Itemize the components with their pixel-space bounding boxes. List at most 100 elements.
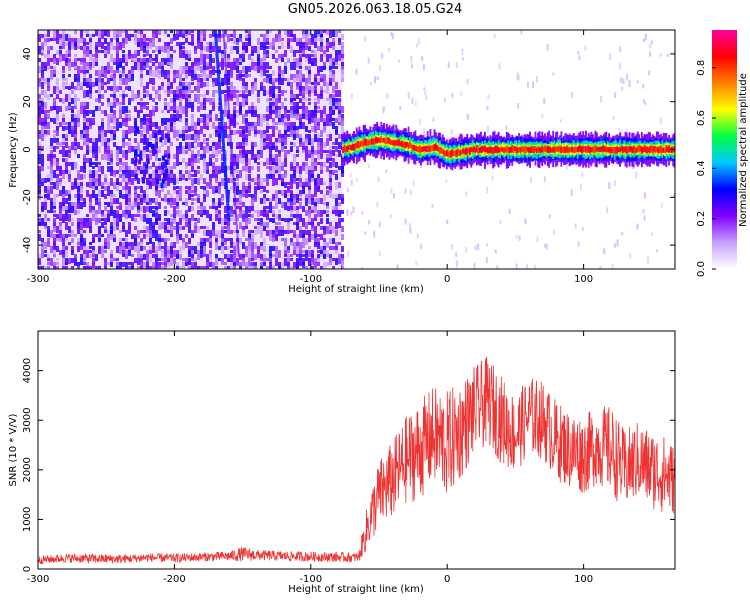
noise-cell — [206, 186, 209, 189]
noise-cell — [290, 230, 293, 233]
noise-cell — [176, 138, 179, 141]
noise-cell — [95, 70, 98, 76]
tone-cell — [475, 144, 478, 153]
noise-cell — [74, 202, 77, 210]
noise-cell — [215, 114, 218, 121]
noise-cell — [227, 62, 230, 68]
noise-cell — [236, 90, 239, 93]
noise-cell — [305, 194, 308, 200]
tone-cell — [659, 145, 662, 154]
colorbar-scale — [712, 30, 737, 269]
noise-cell — [188, 250, 191, 257]
noise-cell — [122, 42, 125, 48]
noise-cell — [287, 122, 290, 126]
noise-cell — [311, 218, 314, 223]
noise-cell — [53, 246, 56, 249]
speckle — [621, 231, 624, 236]
noise-cell — [146, 58, 149, 63]
noise-cell — [212, 146, 215, 154]
noise-cell — [110, 234, 113, 240]
noise-cell — [260, 114, 263, 119]
noise-cell — [272, 82, 275, 86]
noise-cell — [68, 174, 71, 179]
noise-cell — [308, 114, 311, 121]
noise-cell — [290, 194, 293, 201]
noise-cell — [326, 98, 329, 101]
noise-cell — [167, 118, 170, 122]
noise-cell — [215, 210, 218, 217]
noise-cell — [47, 190, 50, 197]
noise-cell — [95, 170, 98, 177]
noise-cell — [305, 230, 308, 235]
noise-cell — [173, 214, 176, 220]
noise-cell — [299, 62, 302, 68]
noise-cell — [119, 242, 122, 247]
speckle — [417, 38, 420, 45]
tone-cell — [518, 147, 521, 153]
noise-cell — [308, 222, 311, 225]
tone-cell — [599, 146, 602, 153]
noise-cell — [188, 90, 191, 93]
noise-cell — [335, 30, 338, 37]
noise-cell — [95, 154, 98, 161]
noise-cell — [122, 262, 125, 267]
noise-cell — [209, 218, 212, 221]
noise-cell — [266, 42, 269, 45]
noise-cell — [161, 186, 164, 192]
tone-cell — [614, 146, 617, 154]
noise-cell — [323, 150, 326, 153]
noise-cell — [62, 74, 65, 80]
noise-cell — [233, 246, 236, 251]
tone-cell — [578, 145, 581, 152]
noise-cell — [320, 234, 323, 240]
noise-cell — [59, 202, 62, 208]
noise-cell — [251, 150, 254, 155]
noise-cell — [239, 146, 242, 149]
noise-cell — [281, 74, 284, 80]
speckle — [373, 231, 376, 238]
noise-cell — [155, 30, 158, 38]
noise-cell — [272, 218, 275, 223]
noise-cell — [56, 130, 59, 136]
noise-cell — [167, 202, 170, 205]
noise-cell — [236, 146, 239, 149]
noise-cell — [323, 238, 326, 242]
noise-cell — [125, 230, 128, 237]
noise-cell — [317, 154, 320, 160]
noise-cell — [164, 74, 167, 79]
noise-cell — [146, 126, 149, 134]
noise-cell — [260, 34, 263, 37]
noise-cell — [215, 202, 218, 207]
noise-cell — [116, 86, 119, 92]
noise-cell — [317, 222, 320, 226]
noise-cell — [86, 46, 89, 51]
noise-cell — [59, 218, 62, 221]
noise-cell — [209, 230, 212, 238]
noise-cell — [125, 206, 128, 211]
noise-cell — [299, 202, 302, 206]
noise-cell — [179, 46, 182, 49]
noise-cell — [59, 34, 62, 40]
speckle — [648, 44, 651, 49]
noise-cell — [185, 170, 188, 174]
noise-cell — [41, 134, 44, 141]
noise-cell — [176, 206, 179, 209]
noise-cell — [59, 170, 62, 176]
noise-cell — [155, 58, 158, 63]
noise-cell — [98, 50, 101, 53]
noise-cell — [314, 162, 317, 168]
noise-cell — [143, 150, 146, 158]
noise-cell — [227, 70, 230, 76]
noise-cell — [329, 106, 332, 110]
noise-cell — [107, 146, 110, 153]
noise-cell — [152, 110, 155, 116]
noise-cell — [65, 82, 68, 85]
noise-cell — [335, 62, 338, 65]
noise-cell — [59, 98, 62, 102]
noise-cell — [47, 186, 50, 191]
noise-cell — [203, 226, 206, 229]
noise-cell — [248, 166, 251, 173]
noise-cell — [164, 98, 167, 101]
noise-cell — [278, 198, 281, 204]
